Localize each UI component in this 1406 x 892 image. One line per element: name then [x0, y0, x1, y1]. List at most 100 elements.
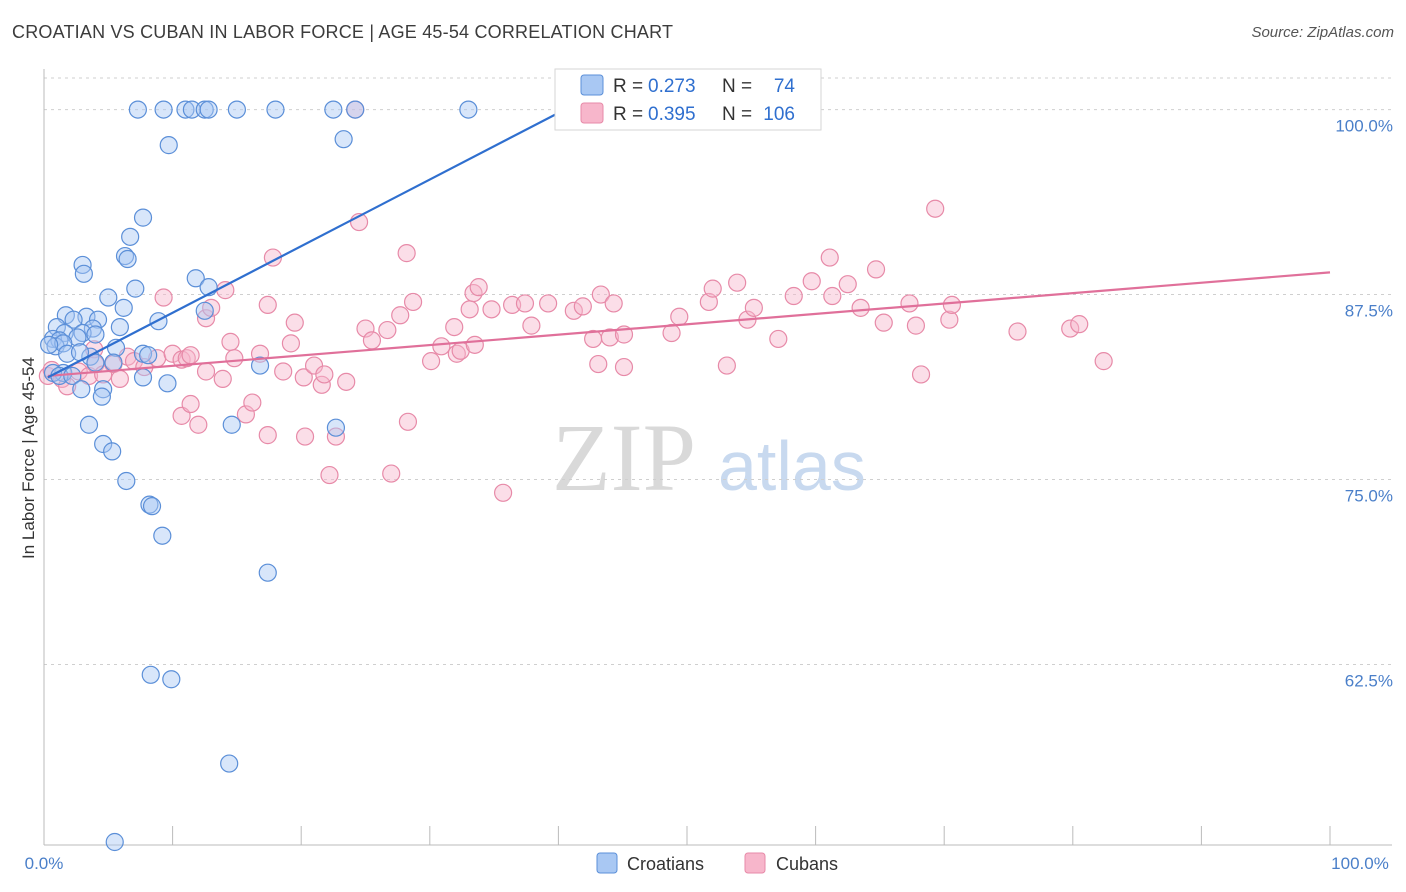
- point-croatians: [250, 356, 270, 375]
- point-cubans: [312, 375, 331, 394]
- point-croatians: [88, 310, 108, 329]
- y-tick-labels: 62.5% 75.0% 87.5% 100.0%: [1335, 117, 1393, 691]
- legend-n-label-cubans: N =: [722, 104, 752, 125]
- point-croatians: [334, 130, 353, 149]
- point-cubans: [315, 365, 334, 384]
- watermark-zip: ZIP: [552, 404, 696, 511]
- point-cubans: [216, 281, 235, 300]
- point-croatians: [227, 100, 246, 119]
- point-cubans: [769, 329, 788, 349]
- point-croatians: [115, 246, 135, 266]
- series-croatians-points: [40, 100, 478, 852]
- point-cubans: [851, 298, 870, 317]
- point-cubans: [802, 272, 821, 291]
- point-cubans: [391, 306, 410, 325]
- point-croatians: [324, 100, 343, 119]
- point-cubans: [744, 298, 763, 317]
- point-cubans: [874, 313, 893, 332]
- point-cubans: [539, 294, 558, 313]
- point-cubans: [614, 357, 634, 377]
- bottom-legend-label-croatians: Croatians: [627, 854, 704, 874]
- bottom-legend-label-cubans: Cubans: [776, 854, 838, 874]
- point-croatians: [63, 366, 82, 386]
- point-croatians: [74, 264, 93, 283]
- point-cubans: [522, 316, 541, 335]
- bottom-legend-swatch-cubans: [744, 852, 766, 874]
- point-croatians: [220, 754, 239, 773]
- point-cubans: [320, 465, 339, 485]
- point-croatians: [104, 353, 123, 372]
- point-croatians: [133, 208, 153, 227]
- point-cubans: [258, 295, 277, 315]
- point-croatians: [176, 100, 195, 119]
- point-croatians: [154, 100, 173, 119]
- point-cubans: [378, 320, 397, 340]
- point-croatians: [128, 100, 147, 119]
- legend-r-label-croatians: R =: [613, 76, 643, 97]
- point-cubans: [110, 369, 129, 388]
- point-croatians: [258, 563, 277, 582]
- watermark: ZIP atlas: [552, 404, 866, 511]
- point-cubans: [942, 295, 962, 315]
- x-tick-label-min: 0.0%: [25, 854, 64, 873]
- y-axis-title: In Labor Force | Age 45-54: [19, 357, 38, 559]
- point-croatians: [199, 100, 218, 119]
- point-cubans: [464, 283, 483, 303]
- chart-source: Source: ZipAtlas.com: [1251, 24, 1394, 41]
- trend-line-cubans: [47, 271, 1331, 378]
- point-croatians: [195, 100, 214, 119]
- point-cubans: [356, 319, 375, 338]
- point-croatians: [110, 317, 129, 337]
- point-croatians: [326, 418, 346, 437]
- point-cubans: [213, 369, 232, 388]
- point-croatians: [79, 415, 99, 434]
- y-tick-label: 87.5%: [1345, 302, 1393, 321]
- bottom-legend: Croatians Cubans: [596, 852, 838, 874]
- point-croatians: [139, 346, 158, 365]
- x-tick-label-max: 100.0%: [1331, 854, 1389, 873]
- point-croatians: [99, 288, 118, 307]
- legend-box: R = 0.273 N = 74 R = 0.395 N = 106: [554, 68, 822, 131]
- point-croatians: [266, 100, 285, 119]
- point-cubans: [154, 288, 173, 307]
- point-cubans: [564, 301, 583, 320]
- point-cubans: [243, 393, 262, 412]
- point-cubans: [397, 244, 416, 263]
- point-cubans: [281, 334, 301, 353]
- point-cubans: [465, 335, 484, 354]
- point-cubans: [398, 412, 418, 431]
- point-croatians: [126, 279, 145, 298]
- point-cubans: [221, 332, 240, 351]
- point-cubans: [196, 309, 216, 328]
- point-cubans: [1061, 319, 1080, 338]
- point-cubans: [432, 337, 451, 356]
- point-cubans: [362, 331, 382, 350]
- point-croatians: [346, 100, 365, 119]
- point-croatians: [459, 100, 478, 119]
- point-croatians: [40, 335, 59, 354]
- point-croatians: [92, 387, 111, 406]
- point-cubans: [670, 307, 689, 326]
- trend-line-croatians: [47, 108, 566, 379]
- point-cubans: [295, 427, 315, 446]
- point-cubans: [911, 365, 931, 384]
- point-cubans: [604, 294, 623, 313]
- point-croatians: [133, 368, 153, 387]
- point-cubans: [1070, 315, 1089, 334]
- watermark-atlas: atlas: [718, 427, 866, 505]
- point-cubans: [600, 328, 619, 347]
- y-gridlines: [44, 77, 1392, 665]
- point-cubans: [573, 297, 592, 316]
- point-cubans: [274, 362, 293, 381]
- legend-n-label-croatians: N =: [722, 76, 752, 97]
- point-cubans: [258, 426, 277, 445]
- point-cubans: [866, 260, 886, 279]
- legend-swatch-cubans: [580, 102, 604, 124]
- point-cubans: [294, 368, 313, 387]
- y-tick-label: 62.5%: [1345, 671, 1393, 690]
- legend-r-value-croatians: 0.273: [648, 76, 696, 97]
- legend-r-label-cubans: R =: [613, 104, 643, 125]
- point-croatians: [121, 227, 140, 246]
- point-cubans: [482, 300, 501, 319]
